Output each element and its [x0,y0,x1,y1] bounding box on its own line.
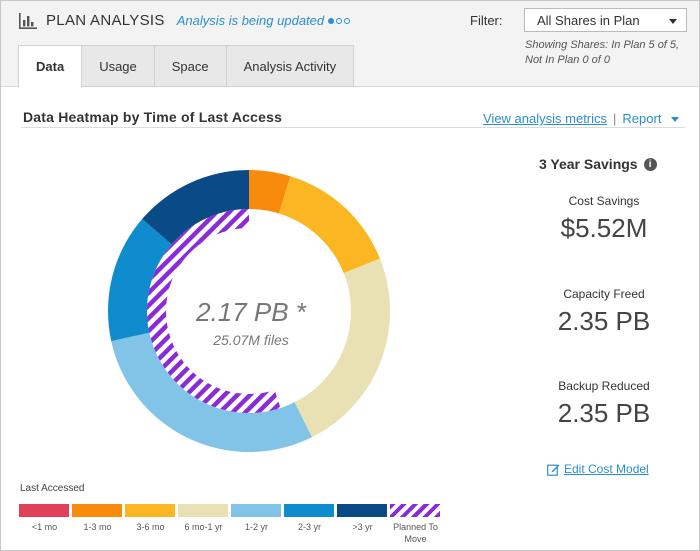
savings-title: 3 Year Savings i [539,156,657,172]
legend-item: 2-3 yr [284,504,335,545]
donut-slice-6-mo-1-yr[interactable] [294,258,390,438]
chevron-down-icon [669,19,677,24]
section-links: View analysis metrics | Report [483,111,680,126]
cost-savings-label: Cost Savings [568,194,640,208]
filter-label: Filter: [470,13,503,28]
donut-slice-1-2-yr[interactable] [111,332,312,452]
capacity-freed-value: 2.35 PB [557,306,651,336]
donut-slice-1-3-mo[interactable] [249,170,291,214]
tab-data[interactable]: Data [18,45,83,88]
donut-slice-2-3-yr[interactable] [108,218,172,342]
center-file-count: 25.07M files [212,332,288,348]
legend-swatch [178,504,228,517]
bar-chart-icon [19,12,37,29]
legend-label: 2-3 yr [297,522,321,532]
analysis-status: Analysis is being updated [176,13,325,28]
donut-slice--3-yr[interactable] [142,170,249,245]
center-total-value: 2.17 PB * [195,297,307,327]
section-divider [21,127,685,128]
donut-slice-3-6-mo[interactable] [278,176,380,274]
header-bar: PLAN ANALYSIS Analysis is being updated … [1,1,699,88]
legend-title: Last Accessed [20,483,85,494]
legend-item: 1-2 yr [231,504,282,545]
filter-note: Showing Shares: In Plan 5 of 5, Not In P… [525,38,695,68]
page-title: PLAN ANALYSIS [46,12,165,29]
edit-cost-model-link[interactable]: Edit Cost Model [547,462,649,476]
legend-item: <1 mo [19,504,70,545]
link-separator: | [613,111,617,126]
report-label: Report [622,111,662,126]
legend-swatch [125,504,175,517]
filter-note-line: Showing Shares: In Plan 5 of 5, [525,39,680,51]
legend-item: >3 yr [337,504,388,545]
planned-to-move-arc [147,209,281,413]
legend-label: <1 mo [31,522,58,532]
legend-label: 6 mo-1 yr [184,522,223,532]
section-title: Data Heatmap by Time of Last Access [23,109,283,125]
legend-label: 1-2 yr [244,522,268,532]
legend-swatch [19,504,69,517]
legend-swatch [337,504,387,517]
legend-item: Planned To Move [390,504,441,545]
report-dropdown[interactable]: Report [622,111,680,126]
title-row: PLAN ANALYSIS Analysis is being updated [19,12,351,29]
legend-item: 1-3 mo [72,504,123,545]
view-analysis-metrics-link[interactable]: View analysis metrics [483,111,608,126]
edit-cost-model-label: Edit Cost Model [564,462,649,476]
loading-dot [336,17,343,24]
edit-icon [547,464,560,476]
legend-label: 1-3 mo [83,522,112,532]
capacity-freed-label: Capacity Freed [563,287,645,301]
legend-label: Planned To Move [393,522,438,544]
legend-label: >3 yr [352,522,373,532]
legend-swatch [231,504,281,517]
legend-swatch [72,504,122,517]
savings-title-text: 3 Year Savings [539,156,638,172]
legend-item: 3-6 mo [125,504,176,545]
chevron-down-icon [671,117,680,123]
tab-bar: Data Usage Space Analysis Activity [18,45,355,88]
backup-reduced-label: Backup Reduced [558,379,650,393]
filter-note-line: Not In Plan 0 of 0 [525,54,610,66]
filter-select[interactable]: All Shares in Plan [524,8,687,32]
backup-reduced-value: 2.35 PB [557,398,651,428]
loading-dots [328,17,351,24]
tab-usage[interactable]: Usage [82,45,155,87]
loading-dot [328,17,335,24]
filter-select-value: All Shares in Plan [537,13,640,28]
tab-space[interactable]: Space [154,45,227,87]
legend-swatch [284,504,334,517]
legend-item: 6 mo-1 yr [178,504,229,545]
cost-savings-value: $5.52M [560,213,648,243]
legend-swatch [390,504,440,517]
legend: <1 mo 1-3 mo 3-6 mo 6 mo-1 yr 1-2 yr 2-3 yr >3… [19,504,443,545]
tab-analysis-activity[interactable]: Analysis Activity [226,45,355,87]
legend-label: 3-6 mo [136,522,165,532]
info-icon[interactable]: i [643,157,657,171]
loading-dot [344,17,351,24]
heatmap-donut-chart: 2.17 PB * 25.07M files [108,170,390,452]
